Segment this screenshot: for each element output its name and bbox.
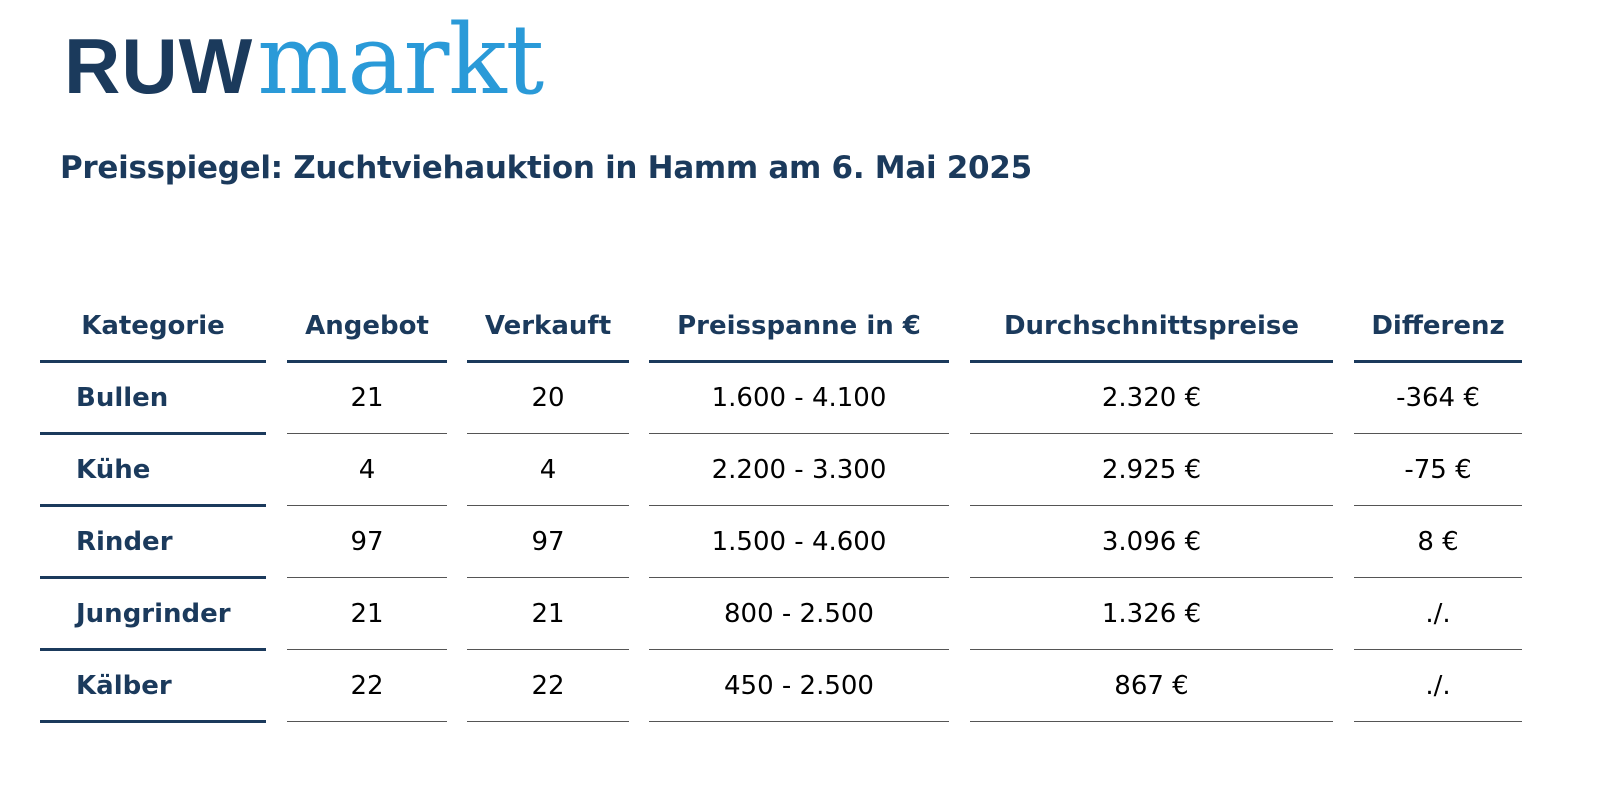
row-differenz: 8 €	[1417, 527, 1459, 557]
row-differenz: ./.	[1425, 671, 1451, 701]
row-rule	[649, 505, 949, 506]
row-verkauft: 4	[539, 455, 557, 485]
row-rule	[467, 505, 629, 506]
row-rule	[649, 649, 949, 650]
row-angebot: 97	[350, 527, 384, 557]
header-rule	[1354, 360, 1522, 363]
header-verkauft: Verkauft	[484, 311, 612, 341]
row-differenz: ./.	[1425, 599, 1451, 629]
header-rule	[287, 360, 447, 363]
row-preisspanne: 1.500 - 4.600	[711, 527, 887, 557]
row-preisspanne: 2.200 - 3.300	[711, 455, 887, 485]
header-rule	[970, 360, 1333, 363]
row-rule	[467, 649, 629, 650]
row-rule	[287, 505, 447, 506]
row-angebot: 21	[350, 599, 384, 629]
row-rule	[1354, 577, 1522, 578]
row-rule	[287, 433, 447, 434]
row-kategorie: Kühe	[76, 455, 151, 485]
row-preisspanne: 450 - 2.500	[724, 671, 874, 701]
row-rule	[467, 577, 629, 578]
row-durchschnitt: 867 €	[1114, 671, 1189, 701]
row-rule	[1354, 433, 1522, 434]
row-angebot: 21	[350, 383, 384, 413]
row-rule	[40, 504, 266, 507]
header-preisspanne: Preisspanne in €	[677, 311, 921, 341]
row-kategorie: Rinder	[76, 527, 173, 557]
row-kategorie: Bullen	[76, 383, 169, 413]
row-verkauft: 97	[531, 527, 565, 557]
row-rule	[970, 649, 1333, 650]
row-kategorie: Kälber	[76, 671, 172, 701]
row-rule	[40, 432, 266, 435]
row-rule	[1354, 505, 1522, 506]
header-durchschnitt: Durchschnittspreise	[1003, 311, 1300, 341]
row-angebot: 22	[350, 671, 384, 701]
row-rule	[649, 721, 949, 722]
header-rule	[467, 360, 629, 363]
header-differenz: Differenz	[1371, 311, 1505, 341]
ruwmarkt-logo: RUWmarkt	[64, 4, 544, 124]
row-angebot: 4	[358, 455, 376, 485]
row-kategorie: Jungrinder	[76, 599, 231, 629]
header-kategorie: Kategorie	[81, 311, 225, 341]
row-preisspanne: 800 - 2.500	[724, 599, 874, 629]
row-rule	[970, 505, 1333, 506]
row-rule	[40, 648, 266, 651]
row-rule	[1354, 649, 1522, 650]
row-differenz: -75 €	[1404, 455, 1472, 485]
logo-markt: markt	[257, 4, 544, 116]
row-durchschnitt: 2.320 €	[1101, 383, 1202, 413]
row-rule	[1354, 721, 1522, 722]
row-preisspanne: 1.600 - 4.100	[711, 383, 887, 413]
row-rule	[40, 576, 266, 579]
row-durchschnitt: 3.096 €	[1101, 527, 1202, 557]
row-differenz: -364 €	[1396, 383, 1480, 413]
row-rule	[467, 721, 629, 722]
row-durchschnitt: 1.326 €	[1101, 599, 1202, 629]
header-angebot: Angebot	[305, 311, 429, 341]
row-durchschnitt: 2.925 €	[1101, 455, 1202, 485]
row-rule	[287, 721, 447, 722]
page-title: Preisspiegel: Zuchtviehauktion in Hamm a…	[60, 150, 1032, 186]
row-rule	[40, 720, 266, 723]
row-rule	[970, 721, 1333, 722]
logo-ruw: RUW	[64, 22, 254, 110]
row-rule	[467, 433, 629, 434]
row-rule	[970, 577, 1333, 578]
header-rule	[40, 360, 266, 363]
row-rule	[970, 433, 1333, 434]
row-rule	[649, 577, 949, 578]
row-verkauft: 22	[531, 671, 565, 701]
row-verkauft: 21	[531, 599, 565, 629]
header-rule	[649, 360, 949, 363]
row-verkauft: 20	[531, 383, 565, 413]
row-rule	[287, 577, 447, 578]
row-rule	[287, 649, 447, 650]
row-rule	[649, 433, 949, 434]
